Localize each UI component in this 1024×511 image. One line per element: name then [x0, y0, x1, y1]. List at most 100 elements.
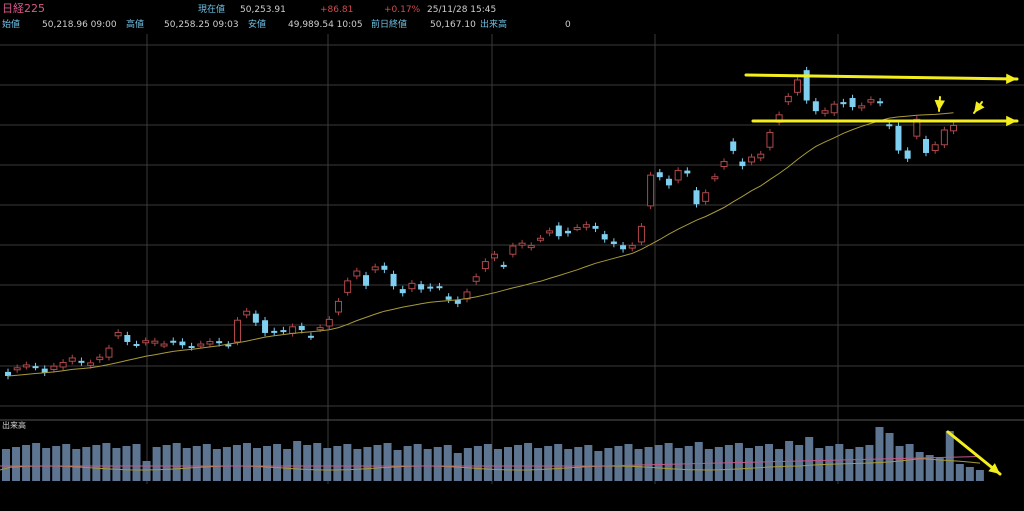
candle-up: [748, 156, 756, 163]
candle-up: [243, 310, 251, 316]
candle-down: [693, 190, 700, 205]
volume-bar: [975, 470, 984, 481]
volume-bar: [222, 447, 231, 481]
candle-down: [803, 70, 810, 101]
candle-up: [87, 362, 95, 366]
price-change-percent: +0.17%: [384, 5, 421, 15]
candle-up: [637, 225, 645, 243]
volume-bar: [955, 464, 964, 481]
volume-bar: [574, 447, 583, 481]
volume-bar: [604, 448, 613, 481]
volume-bar: [263, 446, 272, 481]
candle-down: [399, 289, 406, 294]
candle-down: [895, 125, 902, 151]
candle-up: [720, 161, 728, 167]
volume-bar: [232, 445, 241, 481]
volume-bar: [62, 444, 71, 481]
candle-up: [821, 110, 829, 114]
volume-bar: [82, 447, 91, 481]
volume-bar: [112, 448, 121, 481]
candle-up: [22, 364, 30, 368]
candle-up: [647, 174, 655, 207]
volume-bar: [965, 467, 974, 481]
volume-bar: [644, 447, 653, 481]
candle-up: [353, 270, 361, 277]
volume-bar: [212, 449, 221, 481]
quote-header: 日経225 現在値 50,253.91 +86.81 +0.17% 25/11/…: [0, 0, 1024, 34]
candle-up: [289, 326, 297, 334]
candle-up: [913, 118, 921, 137]
volume-bar: [935, 458, 944, 481]
volume-label: 出来高: [480, 20, 508, 30]
volume-bar: [614, 446, 623, 481]
volume-bar: [423, 449, 432, 481]
volume-bar: [303, 445, 312, 481]
candle-down: [133, 344, 140, 347]
candle-down: [564, 230, 571, 234]
candle-up: [234, 319, 241, 343]
volume-bar: [714, 447, 723, 481]
volume-bar: [162, 445, 171, 481]
candle-down: [849, 98, 856, 108]
volume-bar: [152, 447, 161, 481]
volume-bar: [473, 446, 482, 481]
candle-down: [32, 366, 39, 369]
candle-up: [344, 280, 352, 293]
volume-bar: [273, 444, 282, 481]
volume-bar: [283, 449, 292, 481]
volume-bar: [313, 443, 322, 481]
candle-down: [41, 368, 48, 373]
volume-bar: [835, 444, 844, 481]
volume-bar: [42, 448, 51, 481]
moving-average-line: [7, 112, 954, 377]
marker-arrow-head: [974, 101, 985, 113]
candle-down: [363, 275, 370, 286]
candle-up: [702, 192, 710, 202]
symbol-title: 日経225: [2, 2, 45, 15]
volume-bar: [905, 444, 914, 481]
candle-up: [518, 242, 526, 246]
candle-up: [674, 170, 682, 181]
candle-up: [371, 266, 379, 271]
volume-bar: [32, 443, 41, 481]
volume-bar: [142, 461, 151, 481]
candle-down: [445, 296, 452, 300]
trend-annotations: [744, 73, 1019, 476]
candle-down: [170, 340, 177, 343]
candle-down: [904, 150, 911, 159]
volume-bar: [895, 446, 904, 481]
volume-bar: [845, 449, 854, 481]
volume-bar: [443, 445, 452, 481]
candle-down: [886, 124, 893, 127]
candle-down: [877, 101, 884, 104]
volume-bar: [664, 443, 673, 481]
candle-down: [454, 299, 461, 304]
volume-bar: [433, 447, 442, 481]
volume-bar: [72, 449, 81, 481]
candle-down: [5, 371, 11, 376]
marker-arrow-head: [934, 99, 945, 111]
volume-bar: [92, 445, 101, 481]
volume-bar: [704, 449, 713, 481]
candle-up: [793, 79, 801, 93]
candle-series: [5, 66, 958, 380]
volume-bar: [554, 444, 563, 481]
candle-down: [78, 360, 85, 363]
volume-bar: [373, 445, 382, 481]
volume-bar: [624, 444, 633, 481]
volume-bar: [323, 448, 332, 481]
candle-down: [592, 225, 599, 229]
volume-panel-label: 出来高: [2, 420, 26, 430]
candle-up: [509, 245, 517, 255]
prev-close-label: 前日終値: [371, 20, 408, 30]
candle-up: [757, 153, 765, 159]
candle-up: [628, 245, 636, 249]
candle-down: [730, 141, 737, 151]
volume-bar: [2, 449, 10, 481]
volume-bar: [293, 441, 302, 481]
volume-bar: [734, 443, 743, 481]
volume-bar: [744, 448, 753, 481]
volume-bar: [875, 427, 884, 481]
candle-down: [280, 330, 287, 333]
